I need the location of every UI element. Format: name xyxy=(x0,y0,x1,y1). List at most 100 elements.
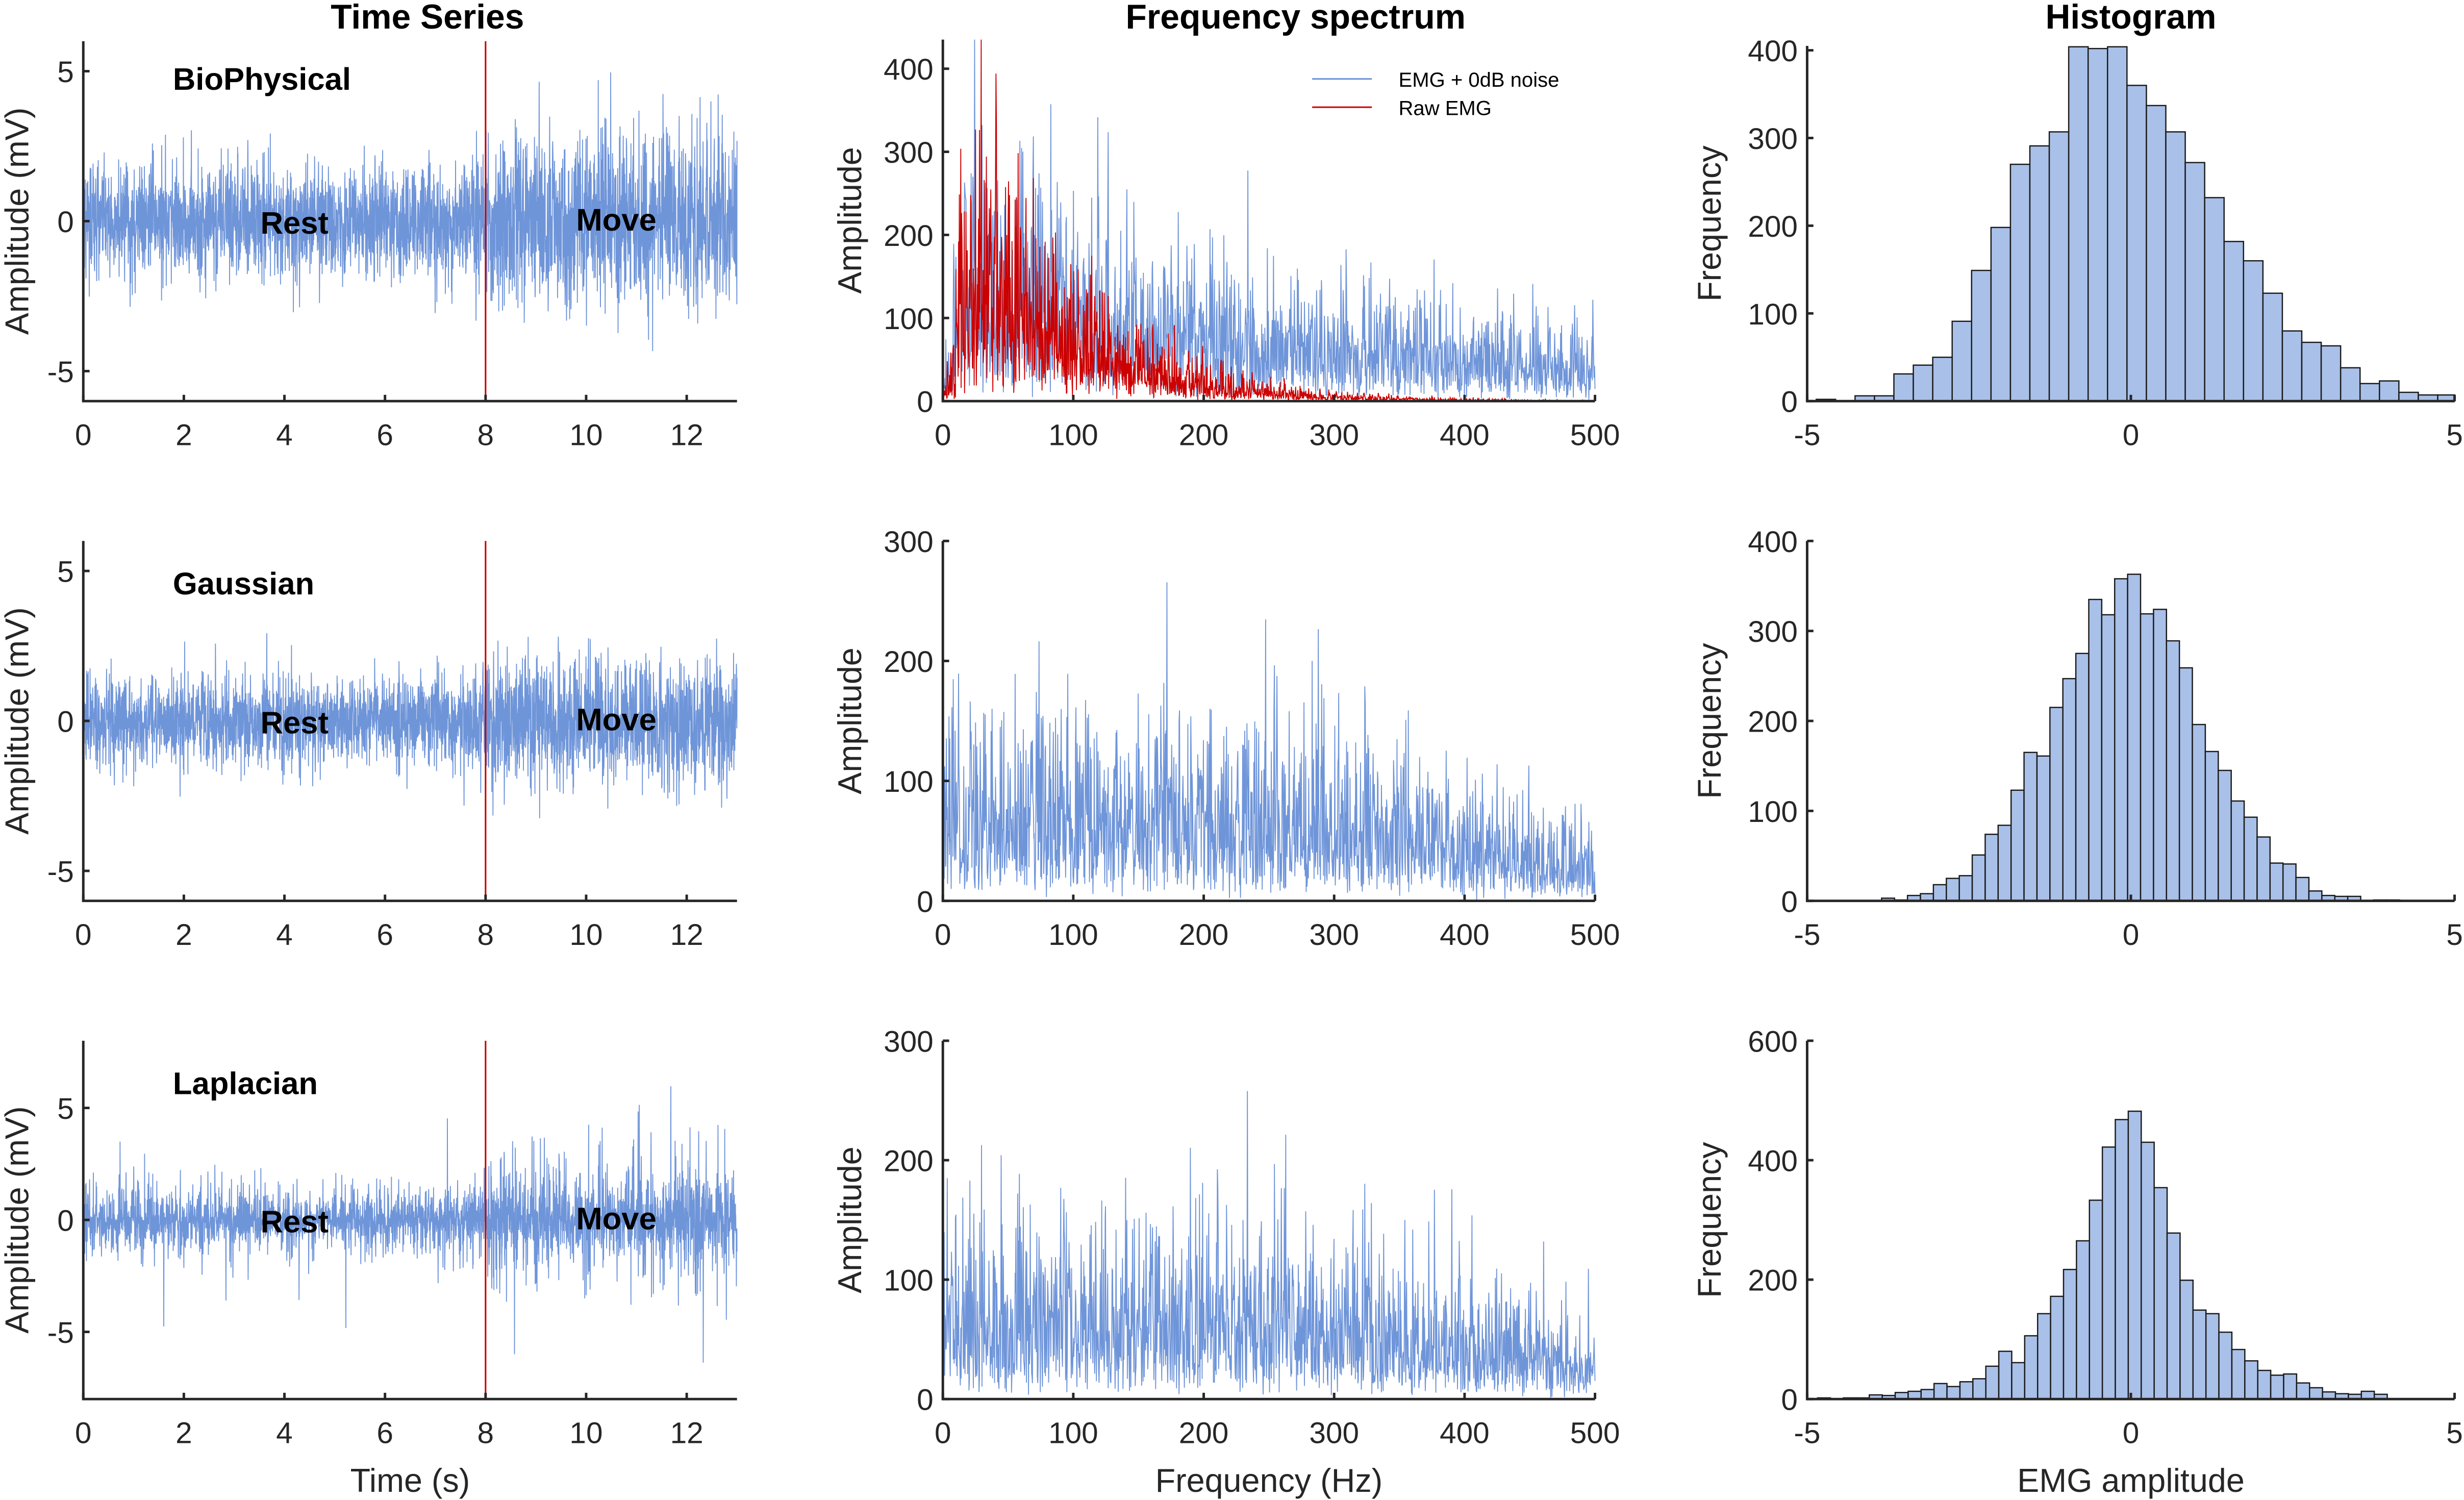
x-tick-label: 300 xyxy=(1309,418,1359,452)
panel-label: Gaussian xyxy=(173,566,314,602)
y-tick-label: 5 xyxy=(57,56,74,89)
histogram-bar xyxy=(2115,1119,2129,1400)
legend-entry: EMG + 0dB noise xyxy=(1399,69,1560,91)
y-tick-label: 0 xyxy=(917,386,934,419)
histogram-bar xyxy=(2179,1280,2194,1400)
x-tick-label: 4 xyxy=(276,418,293,452)
histogram-bar xyxy=(1997,824,2012,902)
y-tick-label: 300 xyxy=(884,136,934,169)
histogram-bar xyxy=(2218,769,2232,902)
y-tick-label: 300 xyxy=(884,526,934,559)
histogram-bar xyxy=(2063,1268,2077,1400)
histogram-bar xyxy=(2089,1199,2103,1400)
x-tick-label: 0 xyxy=(75,418,92,452)
histogram-bar xyxy=(2127,573,2142,902)
histogram-bar xyxy=(2068,46,2089,402)
x-tick-label: 6 xyxy=(376,918,393,952)
histogram-bar xyxy=(2165,131,2186,402)
histogram-bar xyxy=(1971,269,1992,402)
y-tick-label: 400 xyxy=(884,53,934,86)
x-tick-label: 5 xyxy=(2446,418,2463,452)
histogram-bar xyxy=(1946,1386,1961,1400)
histogram-bar xyxy=(2205,1313,2220,1400)
y-tick-label: 100 xyxy=(884,765,934,798)
histogram-bar xyxy=(2320,345,2342,402)
y-tick-label: 0 xyxy=(917,1384,934,1417)
y-tick-label: -5 xyxy=(47,855,74,888)
histogram-bar xyxy=(2218,1331,2233,1400)
histogram-bar xyxy=(2295,877,2310,902)
column-title: Time Series xyxy=(331,0,524,36)
panel-label: BioPhysical xyxy=(173,62,351,97)
histogram-bar xyxy=(2192,1309,2207,1400)
y-axis-label: Amplitude xyxy=(831,647,868,794)
histogram-bar xyxy=(2101,614,2116,902)
histogram-bar xyxy=(1932,884,1947,902)
histogram-bar xyxy=(2243,260,2264,402)
y-axis-label: Amplitude (mV) xyxy=(0,108,35,335)
spectrum-noisy-emg xyxy=(942,39,1596,400)
x-tick-label: 500 xyxy=(1570,418,1620,452)
histogram-bar xyxy=(1959,1381,1974,1400)
y-axis-label: Amplitude xyxy=(831,1146,868,1293)
y-axis-label: Amplitude (mV) xyxy=(0,607,35,835)
histogram-bar xyxy=(2340,367,2361,402)
x-tick-label: 12 xyxy=(670,418,703,452)
x-tick-label: 0 xyxy=(935,918,951,952)
histogram-bar xyxy=(2262,292,2283,402)
x-tick-label: 0 xyxy=(935,1416,951,1449)
legend: EMG + 0dB noise Raw EMG xyxy=(1312,69,1560,120)
y-axis-label: Amplitude (mV) xyxy=(0,1106,35,1334)
histogram-bar xyxy=(2101,1146,2116,1400)
y-tick-label: 0 xyxy=(1781,1384,1798,1417)
histogram-bar xyxy=(2049,707,2064,902)
histogram-bar xyxy=(2166,1232,2181,1400)
phase-label-move: Move xyxy=(576,203,656,238)
x-tick-label: 400 xyxy=(1440,918,1490,952)
y-axis-label: Frequency xyxy=(1691,145,1728,302)
histogram-bar xyxy=(2075,653,2090,902)
y-tick-label: 300 xyxy=(1748,615,1798,648)
histogram-bar xyxy=(2269,862,2284,902)
x-tick-label: 12 xyxy=(670,1416,703,1449)
phase-label-rest: Rest xyxy=(261,706,329,741)
column-title: Histogram xyxy=(2045,0,2216,36)
x-tick-label: -5 xyxy=(1794,1416,1820,1449)
x-tick-label: 2 xyxy=(175,418,192,452)
y-tick-label: -5 xyxy=(47,1316,74,1349)
x-tick-label: 8 xyxy=(477,918,494,952)
phase-label-move: Move xyxy=(576,702,656,737)
x-tick-label: 6 xyxy=(376,418,393,452)
histogram-bar xyxy=(2283,1373,2298,1400)
y-tick-label: 300 xyxy=(884,1025,934,1058)
histogram-bar xyxy=(2256,836,2271,902)
histogram-bar xyxy=(2282,863,2297,902)
y-tick-label: 0 xyxy=(1781,885,1798,918)
histogram-bar xyxy=(1932,356,1953,402)
x-tick-label: -5 xyxy=(1794,918,1820,952)
x-tick-label: 0 xyxy=(2123,918,2140,952)
x-tick-label: 100 xyxy=(1048,1416,1098,1449)
histogram-bar xyxy=(2153,1187,2168,1400)
histogram-bar xyxy=(1998,1351,2013,1400)
signal-trace xyxy=(83,633,738,818)
x-tick-label: 8 xyxy=(477,418,494,452)
x-axis-label: Frequency (Hz) xyxy=(1155,1462,1383,1499)
histogram-bar xyxy=(2011,1362,2026,1400)
histogram-bar xyxy=(2146,105,2167,402)
x-tick-label: 300 xyxy=(1309,918,1359,952)
histogram-bar xyxy=(2178,667,2193,902)
histogram-bar xyxy=(2140,613,2154,902)
y-tick-label: 0 xyxy=(57,206,74,239)
column-title: Frequency spectrum xyxy=(1126,0,1466,36)
histogram-bar xyxy=(2076,1240,2090,1400)
x-tick-label: 5 xyxy=(2446,918,2463,952)
x-tick-label: 4 xyxy=(276,1416,293,1449)
histogram-bar xyxy=(1933,1383,1948,1400)
histogram-bar xyxy=(1985,1365,2000,1400)
